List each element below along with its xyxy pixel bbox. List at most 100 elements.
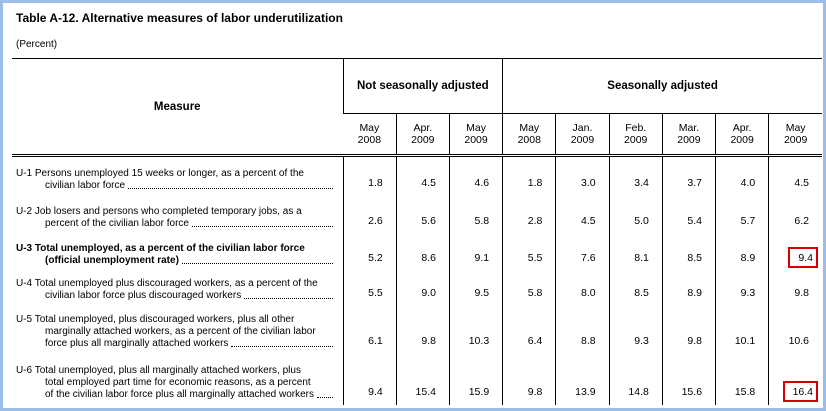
value: 15.6	[681, 385, 703, 398]
row-label: U-1 Persons unemployed 15 weeks or longe…	[12, 156, 343, 196]
value-cell: 4.5	[768, 155, 822, 196]
value-cell: 5.0	[608, 195, 663, 234]
column-year: 2008	[517, 134, 541, 146]
value: 9.8	[794, 286, 809, 299]
label-line: U-4 Total unemployed plus discouraged wo…	[16, 277, 318, 289]
value: 15.9	[468, 385, 490, 398]
column-month: Apr.	[732, 122, 752, 134]
column-year: 2009	[411, 134, 435, 146]
data-table: Measure Not seasonally adjusted Seasonally…	[12, 58, 822, 405]
value-cell: 3.0	[555, 155, 610, 196]
label-text: force plus all marginally attached worke…	[45, 337, 229, 349]
value: 13.9	[575, 385, 596, 398]
value-cell: 7.6	[555, 233, 610, 271]
value-cell: 8.5	[608, 270, 663, 306]
value: 8.9	[687, 286, 703, 299]
column-year: 2009	[730, 134, 754, 146]
column-year: 2009	[624, 134, 648, 146]
value-cell: 5.8	[448, 195, 503, 234]
table-head: Measure Not seasonally adjusted Seasonally…	[12, 58, 822, 157]
value-cell: 9.5	[448, 270, 503, 306]
table-row: U-5 Total unemployed, plus discouraged w…	[12, 305, 822, 354]
value: 3.7	[687, 176, 703, 189]
value-cell: 9.3	[715, 270, 769, 306]
value-cell: 9.8	[768, 270, 822, 306]
value-cell: 15.8	[715, 353, 769, 405]
value: 5.0	[634, 214, 649, 227]
measure-header: Measure	[12, 58, 343, 157]
value: 4.5	[421, 176, 436, 189]
value: 4.6	[474, 176, 490, 189]
table-body: U-1 Persons unemployed 15 weeks or longe…	[12, 155, 822, 405]
value-cell: 4.6	[448, 155, 503, 196]
value-cell: 15.6	[661, 353, 716, 405]
value: 5.7	[740, 214, 756, 227]
row-label: U-3 Total unemployed, as a percent of th…	[12, 234, 343, 271]
value: 2.8	[527, 214, 543, 227]
leader-dots	[181, 255, 333, 264]
value-cell: 2.6	[342, 195, 397, 234]
value-cell: 5.8	[502, 270, 556, 306]
column-month: May	[359, 122, 380, 134]
group-row: Measure Not seasonally adjusted Seasonally…	[12, 58, 822, 157]
row-label: U-5 Total unemployed, plus discouraged w…	[12, 306, 343, 354]
column-month: Mar.	[678, 122, 700, 134]
value-cell: 10.1	[715, 305, 769, 354]
column-header: May 2009	[448, 113, 503, 157]
value: 9.3	[740, 286, 756, 299]
value: 9.8	[421, 334, 436, 347]
column-header: Mar. 2009	[661, 113, 716, 157]
value-cell: 4.5	[395, 155, 450, 196]
label-text: of the civilian labor force plus all mar…	[45, 388, 315, 400]
label-line: civilian labor force	[16, 180, 339, 192]
value: 9.3	[634, 334, 649, 347]
value-cell: 5.2	[342, 233, 397, 271]
column-month: May	[785, 122, 806, 134]
value: 7.6	[580, 251, 596, 264]
label-line: marginally attached workers, as a percen…	[45, 325, 316, 337]
value-cell: 8.0	[555, 270, 610, 306]
value: 5.4	[687, 214, 703, 227]
value: 6.1	[368, 334, 383, 347]
value: 8.5	[634, 286, 649, 299]
value-cell: 1.8	[342, 155, 397, 196]
value-cell: 5.4	[661, 195, 716, 234]
value-cell: 6.4	[502, 305, 556, 354]
label-line: total employed part time for economic re…	[45, 376, 311, 388]
label-text: percent of the civilian labor force	[45, 217, 189, 229]
value-cell: 9.4	[768, 233, 822, 271]
value: 14.8	[628, 385, 649, 398]
value: 8.6	[421, 251, 436, 264]
label-line: U-3 Total unemployed, as a percent of th…	[16, 242, 305, 254]
value: 5.8	[474, 214, 490, 227]
value: 6.2	[794, 214, 809, 227]
value: 2.6	[368, 214, 383, 227]
value: 9.1	[474, 251, 490, 264]
column-header: Apr. 2009	[715, 113, 769, 157]
value: 4.0	[740, 176, 756, 189]
value: 4.5	[580, 214, 596, 227]
column-month: Feb.	[625, 122, 647, 134]
column-month: May	[466, 122, 486, 134]
row-label: U-2 Job losers and persons who completed…	[12, 196, 343, 234]
value-cell: 9.8	[502, 353, 556, 405]
column-header: Jan. 2009	[555, 113, 610, 157]
value: 9.4	[788, 246, 818, 268]
value: 9.5	[474, 286, 490, 299]
value-cell: 14.8	[608, 353, 663, 405]
label-text: civilian labor force	[45, 179, 126, 191]
value: 8.5	[687, 251, 703, 264]
value: 10.1	[734, 334, 756, 347]
value: 5.5	[368, 286, 383, 299]
value-cell: 13.9	[555, 353, 610, 405]
value: 5.5	[527, 251, 543, 264]
value-cell: 3.4	[608, 155, 663, 196]
value-cell: 10.3	[448, 305, 503, 354]
value: 9.4	[368, 385, 383, 398]
value-cell: 8.8	[555, 305, 610, 354]
value-cell: 8.5	[661, 233, 716, 271]
column-header: Feb. 2009	[608, 113, 663, 157]
value-cell: 15.9	[448, 353, 503, 405]
value-cell: 9.3	[608, 305, 663, 354]
